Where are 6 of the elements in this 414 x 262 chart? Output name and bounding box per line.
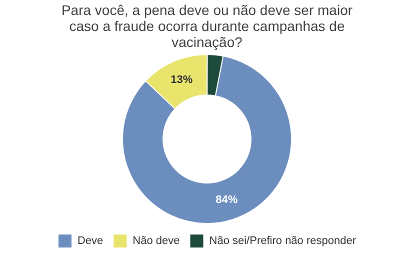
legend-label: Não sei/Prefiro não responder [209, 235, 356, 248]
legend-label: Não deve [132, 235, 180, 248]
chart-title: Para você, a pena deve ou não deve ser maior caso a fraude ocorra durante campanhas de vacinação? [60, 2, 354, 50]
data-label: 13% [170, 74, 193, 86]
legend-label: Deve [77, 235, 104, 248]
data-label: 84% [216, 194, 238, 206]
